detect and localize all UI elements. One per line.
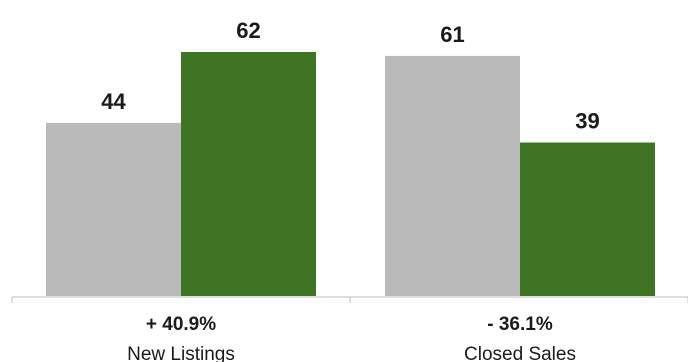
- bar-1-0: [385, 55, 520, 296]
- category-label-0: New Listings: [127, 344, 235, 362]
- labels-group: 44 62 + 40.9% New Listings 61 39 - 36.1% Closed…: [101, 18, 599, 362]
- change-label-1: - 36.1%: [487, 314, 553, 335]
- bar-1-1: [520, 142, 655, 296]
- bars-group: [46, 52, 655, 296]
- change-label-0: + 40.9%: [146, 314, 216, 335]
- category-label-1: Closed Sales: [464, 344, 576, 362]
- bar-value-label-0-1: 62: [236, 18, 260, 43]
- bar-0-0: [46, 122, 181, 296]
- bar-value-label-1-1: 39: [575, 109, 599, 134]
- bar-value-label-1-0: 61: [440, 22, 464, 47]
- bar-value-label-0-0: 44: [101, 89, 126, 114]
- x-axis: [11, 296, 688, 303]
- bar-0-1: [181, 52, 316, 296]
